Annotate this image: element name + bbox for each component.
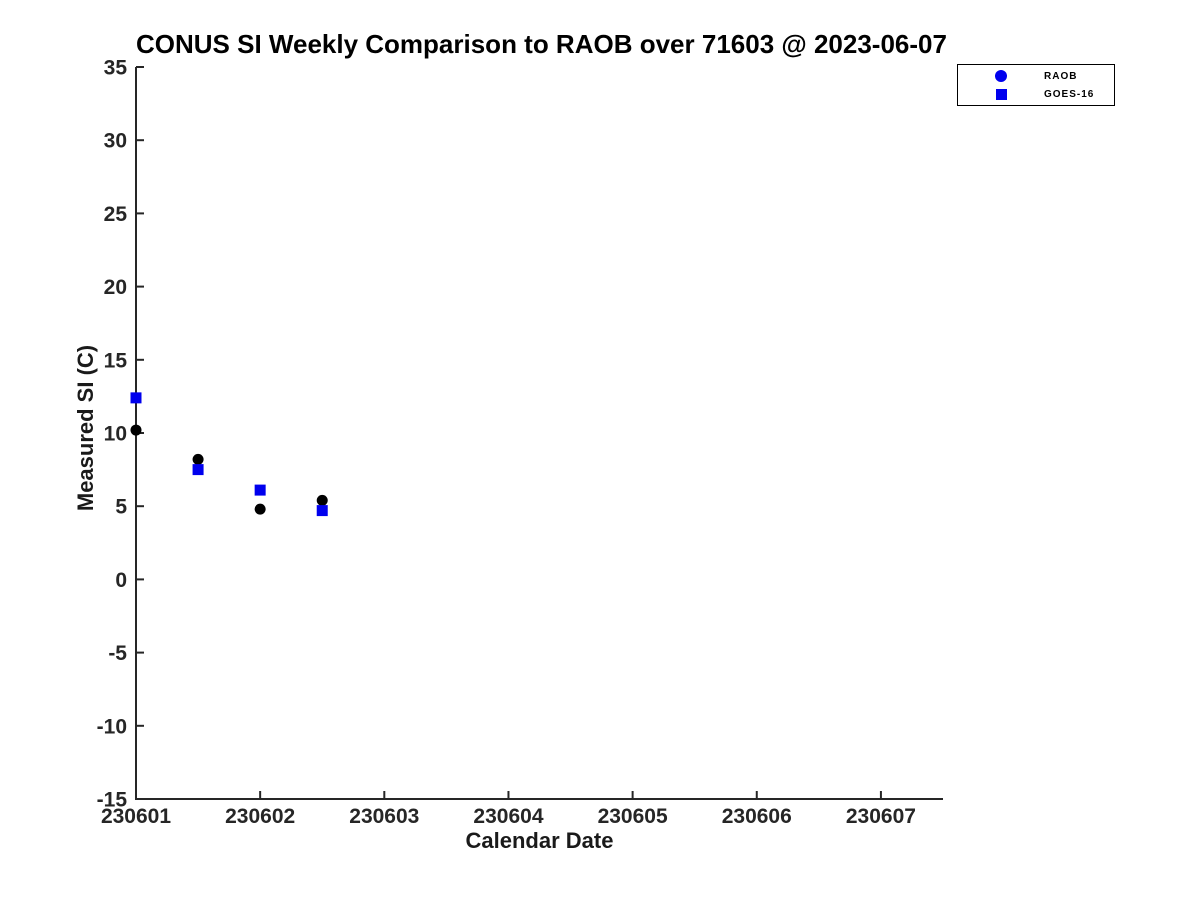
x-tick-label: 230603 <box>349 805 419 828</box>
y-tick-label: 25 <box>104 203 128 226</box>
chart-title: CONUS SI Weekly Comparison to RAOB over … <box>136 29 947 59</box>
x-tick-label: 230605 <box>598 805 668 828</box>
y-tick-label: 15 <box>104 349 128 372</box>
x-axis-label: Calendar Date <box>465 828 614 853</box>
data-point-GOES-16 <box>254 484 266 496</box>
data-point-RAOB <box>130 424 142 436</box>
x-tick-label: 230606 <box>722 805 792 828</box>
legend-entry-raob: RAOB <box>958 67 1114 85</box>
data-point-RAOB <box>192 453 204 465</box>
legend-entry-goes16: GOES-16 <box>958 85 1114 103</box>
y-tick-label: 35 <box>104 57 128 80</box>
x-tick-label: 230601 <box>101 805 171 828</box>
x-tick-label: 230607 <box>846 805 916 828</box>
legend-label-goes16: GOES-16 <box>1044 88 1095 100</box>
y-tick-label: -5 <box>108 642 127 665</box>
data-point-GOES-16 <box>316 505 328 517</box>
legend-label-raob: RAOB <box>1044 70 1078 82</box>
y-tick-label: 0 <box>115 569 127 592</box>
axes-spines <box>135 67 943 800</box>
legend-box: RAOB GOES-16 <box>957 64 1115 106</box>
data-point-GOES-16 <box>192 464 204 476</box>
y-tick-label: -15 <box>97 789 128 812</box>
y-tick-label: -10 <box>97 715 127 738</box>
y-tick-label: 30 <box>104 130 127 153</box>
data-point-RAOB <box>316 494 328 506</box>
data-point-RAOB <box>254 503 266 515</box>
y-tick-label: 5 <box>115 496 127 519</box>
goes16-square-icon <box>995 88 1007 100</box>
data-point-GOES-16 <box>130 392 142 404</box>
y-tick-label: 10 <box>104 423 127 446</box>
y-tick-label: 20 <box>104 276 127 299</box>
raob-circle-icon <box>995 70 1007 82</box>
x-tick-label: 230604 <box>473 805 543 828</box>
x-tick-label: 230602 <box>225 805 295 828</box>
